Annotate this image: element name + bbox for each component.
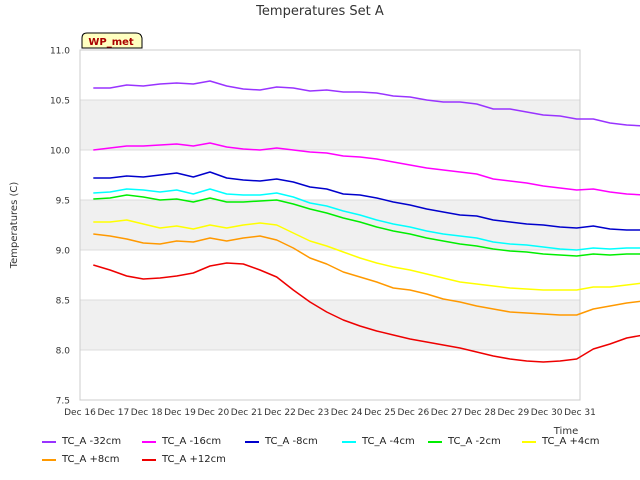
y-tick-label: 10.5: [50, 97, 70, 107]
x-tick-label: Dec 31: [564, 408, 596, 418]
legend-label: TC_A -4cm: [362, 436, 415, 447]
y-tick-label: 11.0: [50, 47, 70, 57]
band: [80, 350, 580, 400]
legend-item: TC_A -8cm: [245, 436, 318, 447]
x-tick-label: Dec 23: [297, 408, 329, 418]
x-tick-label: Dec 22: [264, 408, 296, 418]
x-tick-label: Dec 19: [164, 408, 196, 418]
x-tick-label: Dec 18: [131, 408, 163, 418]
y-tick-label: 8.0: [56, 347, 71, 357]
legend-label: TC_A +8cm: [62, 454, 120, 465]
x-tick-label: Dec 26: [397, 408, 429, 418]
x-tick-label: Dec 20: [197, 408, 229, 418]
band: [80, 100, 580, 150]
y-axis-label: Temperatures (C): [9, 182, 20, 270]
legend-item: TC_A -2cm: [428, 436, 501, 447]
legend-swatch: [522, 440, 536, 443]
series-line: [93, 80, 640, 127]
series-line: [93, 142, 640, 196]
y-tick-label: 7.5: [56, 397, 70, 407]
x-tick-label: Dec 21: [231, 408, 263, 418]
legend-swatch: [42, 458, 56, 461]
plot-area: [79, 49, 581, 401]
series-line: [93, 188, 640, 251]
series-line: [93, 194, 640, 257]
x-tick-label: Dec 25: [364, 408, 396, 418]
x-axis-ticks: Dec 16 Dec 17 Dec 18 Dec 19 Dec 20 Dec 21 Dec …: [64, 408, 596, 418]
x-tick-label: Dec 27: [431, 408, 463, 418]
series-line: [93, 219, 640, 291]
wp-met-label: WP_met: [88, 37, 134, 48]
series-lines: [93, 80, 640, 363]
legend-label: TC_A -16cm: [162, 436, 222, 447]
legend-label: TC_A +4cm: [542, 436, 600, 447]
y-tick-label: 9.5: [56, 197, 70, 207]
y-tick-label: 10.0: [50, 147, 70, 157]
legend-swatch: [342, 440, 356, 443]
series-line: [93, 233, 640, 316]
band: [80, 250, 580, 300]
legend-item: TC_A -32cm: [42, 436, 121, 447]
legend-item: TC_A +12cm: [142, 454, 226, 465]
chart-legend: TC_A -32cm TC_A -16cm TC_A -8cm TC_A -4cm TC…: [0, 436, 640, 476]
band: [80, 300, 580, 350]
y-tick-label: 9.0: [56, 247, 71, 257]
background-bands: [80, 49, 580, 401]
legend-swatch: [142, 458, 156, 461]
legend-item: TC_A -4cm: [342, 436, 415, 447]
legend-label: TC_A -32cm: [62, 436, 122, 447]
x-axis-label: Time: [553, 426, 578, 437]
y-tick-label: 8.5: [56, 297, 70, 307]
legend-item: TC_A +4cm: [522, 436, 600, 447]
legend-item: TC_A +8cm: [42, 454, 120, 465]
wp-met-badge: WP_met: [81, 32, 143, 49]
series-line: [93, 171, 640, 231]
legend-swatch: [245, 440, 259, 443]
x-tick-label: Dec 29: [497, 408, 529, 418]
legend-label: TC_A -2cm: [448, 436, 501, 447]
legend-swatch: [428, 440, 442, 443]
legend-item: TC_A -16cm: [142, 436, 221, 447]
legend-label: TC_A +12cm: [162, 454, 226, 465]
legend-label: TC_A -8cm: [265, 436, 318, 447]
band: [80, 50, 580, 100]
x-tick-label: Dec 16: [64, 408, 96, 418]
chart-title: Temperatures Set A: [255, 4, 384, 19]
y-axis-ticks: 7.5 8.0 8.5 9.0 9.5 10.0 10.5 11.0: [50, 47, 70, 407]
legend-swatch: [42, 440, 56, 443]
x-tick-label: Dec 30: [531, 408, 563, 418]
legend-swatch: [142, 440, 156, 443]
x-tick-label: Dec 24: [331, 408, 363, 418]
x-tick-label: Dec 17: [97, 408, 129, 418]
x-tick-label: Dec 28: [464, 408, 496, 418]
series-line: [93, 262, 640, 363]
